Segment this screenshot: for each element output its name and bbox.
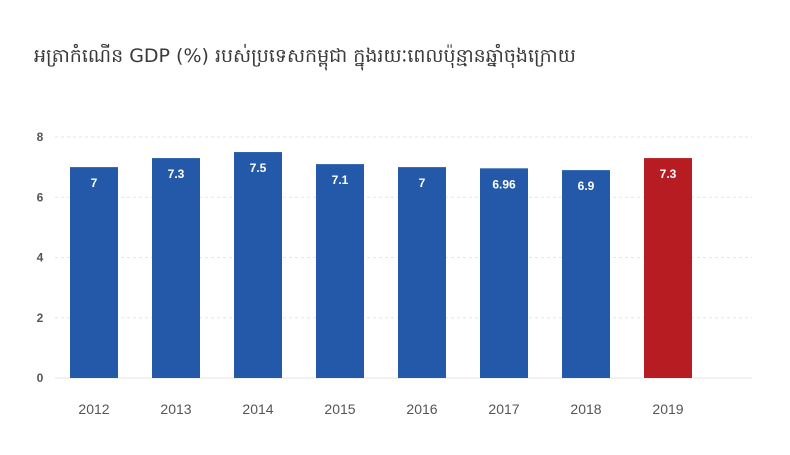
data-label: 6.9 [578,179,595,193]
x-tick-label: 2016 [406,401,437,417]
chart-title: អត្រាកំណើន GDP (%) របស់ប្រទេសកម្ពុជា ក្ន… [34,45,576,67]
y-tick-label: 8 [37,130,44,144]
y-tick-label: 0 [37,371,44,385]
x-tick-label: 2012 [78,401,109,417]
data-label: 7 [419,176,426,190]
y-tick-label: 2 [37,311,44,325]
bar-2016 [398,167,446,378]
data-label: 7.3 [660,167,677,181]
x-tick-label: 2018 [570,401,601,417]
data-label: 7.1 [332,173,349,187]
bar-2019 [644,158,692,378]
bar-2013 [152,158,200,378]
bar-2014 [234,152,282,378]
y-tick-label: 6 [37,190,44,204]
data-label: 7.3 [168,167,185,181]
y-tick-label: 4 [37,251,44,265]
bar-2015 [316,164,364,378]
x-tick-label: 2015 [324,401,355,417]
data-label: 7.5 [250,161,267,175]
x-tick-label: 2013 [160,401,191,417]
bar-2017 [480,168,528,378]
bar-2012 [70,167,118,378]
bar-2018 [562,170,610,378]
data-label: 7 [91,176,98,190]
x-tick-label: 2014 [242,401,273,417]
x-tick-label: 2019 [652,401,683,417]
x-tick-label: 2017 [488,401,519,417]
data-label: 6.96 [492,177,516,191]
